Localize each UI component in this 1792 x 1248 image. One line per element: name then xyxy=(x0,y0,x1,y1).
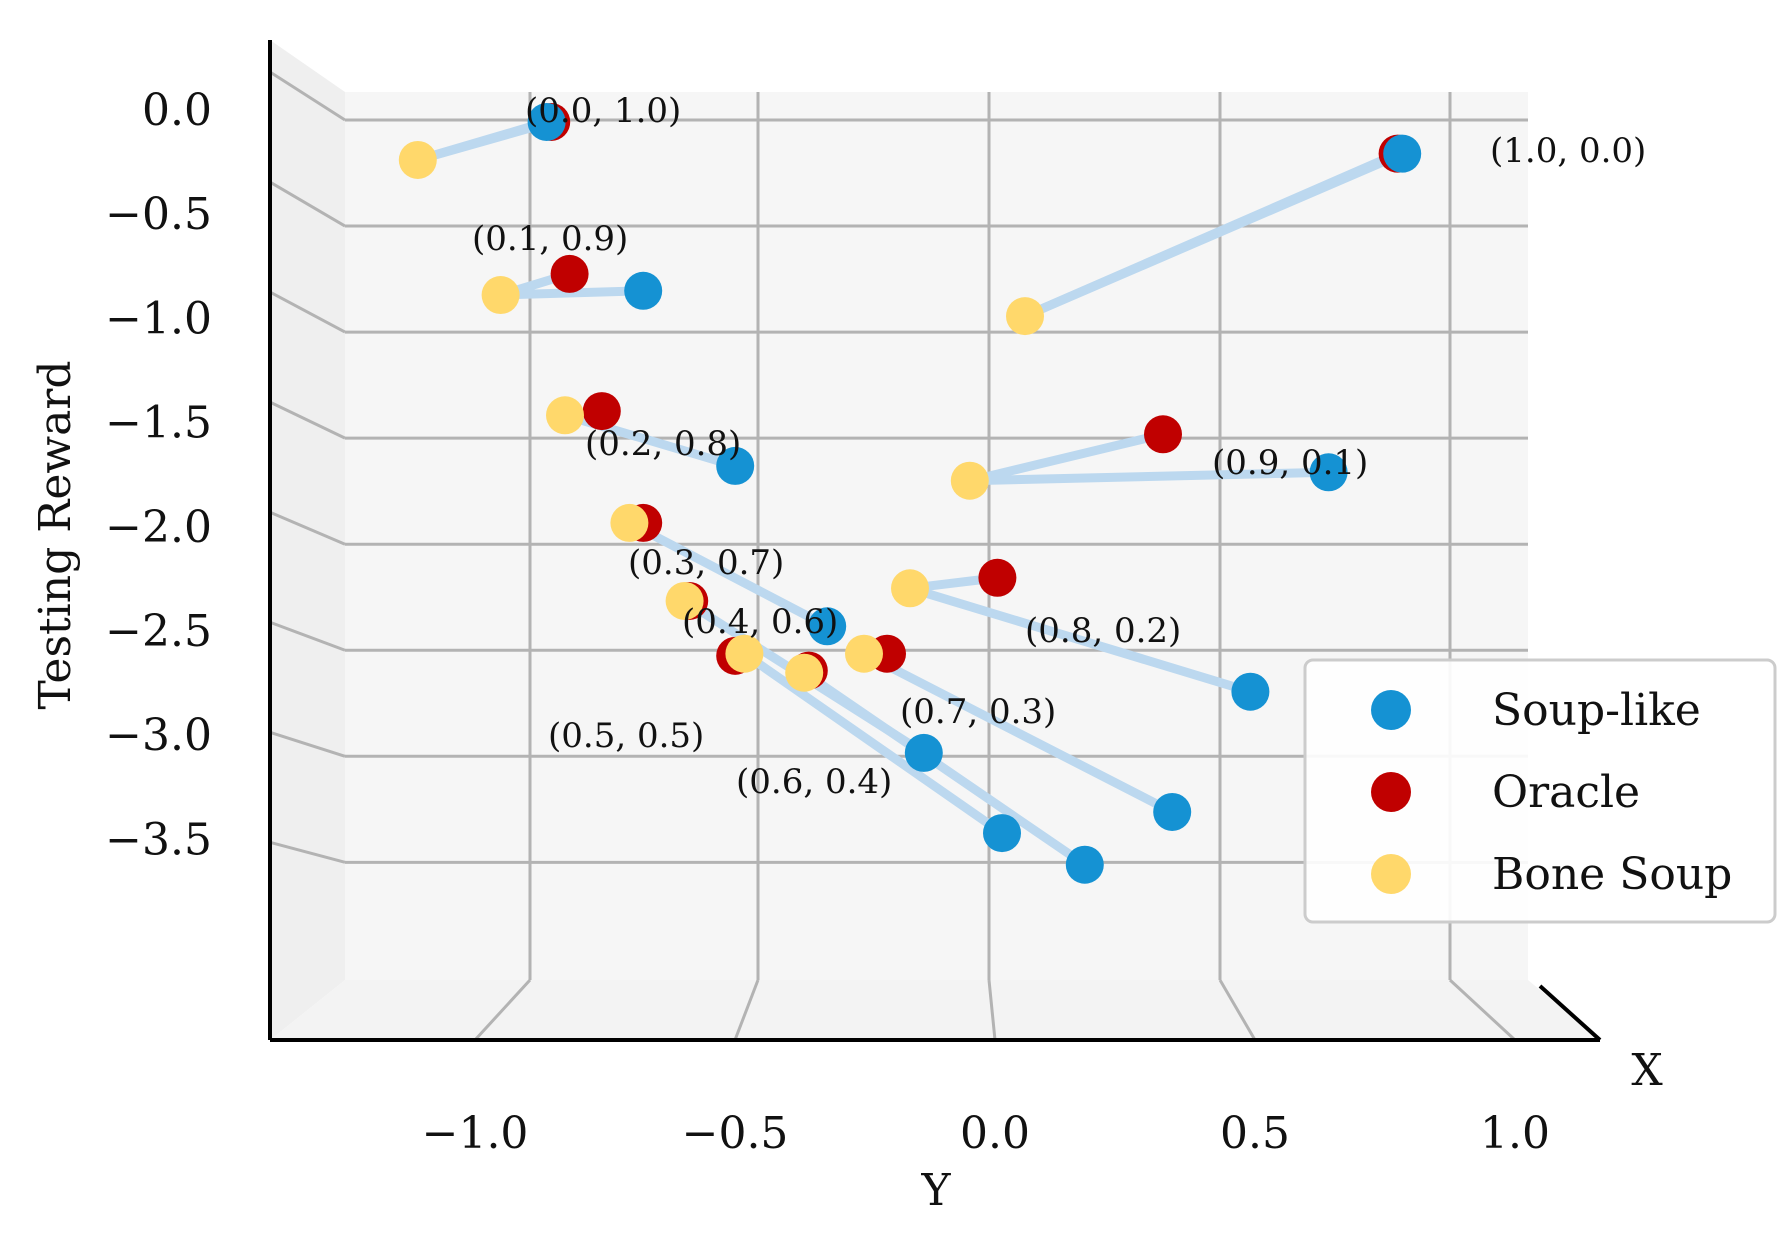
connector-line xyxy=(496,286,648,300)
point-label: (0.8, 0.2) xyxy=(1025,611,1181,651)
gridline-floor xyxy=(1448,978,1517,1042)
soup-like-point xyxy=(1309,453,1348,492)
gridline-side xyxy=(269,400,346,440)
gridline-side xyxy=(269,620,346,652)
point-labels: (0.0, 1.0) (1.0, 0.0) (0.1, 0.9) (0.2, 0.8)… xyxy=(472,91,1646,802)
connector-line xyxy=(905,583,1255,697)
point-label: (0.7, 0.3) xyxy=(900,692,1056,732)
chart-panes xyxy=(270,40,1600,1040)
legend-box xyxy=(1303,658,1777,924)
legend-label: Oracle xyxy=(1492,767,1640,818)
y-tick-label: −3.0 xyxy=(105,710,212,761)
bone-soup-point xyxy=(845,634,883,673)
connector-line xyxy=(965,467,1334,486)
x-tick-label: 0.5 xyxy=(1220,1108,1290,1159)
tick-labels: 0.0 −0.5 −1.0 −1.5 −2.0 −2.5 −3.0 −3.5 −1.0 −0.5 0… xyxy=(105,85,1550,1159)
gridline-floor xyxy=(733,979,760,1041)
y-tick-label: −1.0 xyxy=(105,293,212,344)
soup-like-point xyxy=(1065,845,1104,884)
bone-soup-point xyxy=(665,581,704,620)
bone-soup-point xyxy=(398,140,437,179)
soup-like-point xyxy=(716,446,755,485)
gridline-side xyxy=(269,70,346,122)
y-tick-label: 0.0 xyxy=(142,85,212,136)
y-tick-label: −0.5 xyxy=(105,189,212,240)
y-tick-label: −2.5 xyxy=(105,606,212,657)
bone-soup-point xyxy=(546,396,584,435)
data-points xyxy=(398,103,1422,884)
bone-soup-point xyxy=(950,461,989,500)
legend-marker xyxy=(1371,854,1411,894)
legend-marker xyxy=(1371,690,1411,730)
connector-line xyxy=(799,668,1090,870)
legend-marker xyxy=(1371,772,1411,812)
x-tick-label: 0.0 xyxy=(960,1108,1030,1159)
soup-like-point xyxy=(1153,792,1192,831)
connector-line xyxy=(965,429,1168,486)
z-axis-line xyxy=(1538,984,1602,1042)
bone-soup-point xyxy=(481,276,520,315)
gridline-side xyxy=(269,840,346,864)
gridline-side xyxy=(269,730,346,758)
z-axis-label: X xyxy=(1631,1045,1663,1096)
bone-soup-point xyxy=(1006,297,1044,336)
point-label: (0.2, 0.8) xyxy=(585,424,741,464)
legend-label: Bone Soup xyxy=(1492,849,1732,900)
soup-like-point xyxy=(983,814,1021,853)
legend-label: Soup-like xyxy=(1492,685,1701,736)
point-label: (0.9, 0.1) xyxy=(1212,443,1368,483)
point-label: (1.0, 0.0) xyxy=(1490,131,1646,171)
x-axis-label: Y xyxy=(920,1165,951,1216)
point-label: (0.1, 0.9) xyxy=(472,219,628,259)
soup-like-point xyxy=(808,607,847,646)
soup-like-point xyxy=(527,103,566,141)
bone-soup-point xyxy=(891,569,929,608)
gridline-floor xyxy=(987,979,997,1041)
gridline-side xyxy=(269,510,346,546)
gridline-floor xyxy=(1218,979,1257,1041)
gridline-side xyxy=(269,290,346,334)
chart-axes xyxy=(268,40,1602,1042)
connector-line xyxy=(413,117,552,165)
soup-like-point xyxy=(904,733,943,772)
connector-line xyxy=(624,518,832,631)
connector-line xyxy=(859,649,1177,817)
y-tick-label: −1.5 xyxy=(105,398,212,449)
oracle-point xyxy=(1144,415,1182,454)
y-axis-label: Testing Reward xyxy=(30,360,81,709)
x-tick-label: 1.0 xyxy=(1480,1108,1550,1159)
soup-like-point xyxy=(624,271,663,310)
x-tick-label: −0.5 xyxy=(682,1108,789,1159)
point-label: (0.4, 0.6) xyxy=(682,602,838,642)
point-label: (0.3, 0.7) xyxy=(628,543,784,583)
x-tick-label: −1.0 xyxy=(422,1108,529,1159)
soup-like-point xyxy=(1383,134,1422,173)
oracle-point xyxy=(582,392,621,431)
point-label: (0.0, 1.0) xyxy=(525,91,681,131)
side-pane xyxy=(270,40,345,1040)
connector-line xyxy=(739,649,1007,838)
soup-like-point xyxy=(1231,672,1270,711)
bone-soup-point xyxy=(725,634,764,673)
back-pane xyxy=(345,92,1528,980)
point-label: (0.5, 0.5) xyxy=(548,716,704,756)
oracle-point xyxy=(550,254,589,293)
legend: Soup-like Oracle Bone Soup xyxy=(1303,658,1777,924)
gridline-floor xyxy=(473,978,532,1042)
point-label: (0.6, 0.4) xyxy=(736,762,892,802)
bone-soup-point xyxy=(610,503,649,542)
floor-pane xyxy=(270,980,1600,1040)
y-tick-label: −2.0 xyxy=(105,502,212,553)
y-tick-label: −3.5 xyxy=(105,814,212,865)
oracle-point xyxy=(978,558,1017,597)
gridline-side xyxy=(269,180,346,228)
bone-soup-point xyxy=(785,653,824,692)
connector-line xyxy=(1020,149,1407,321)
